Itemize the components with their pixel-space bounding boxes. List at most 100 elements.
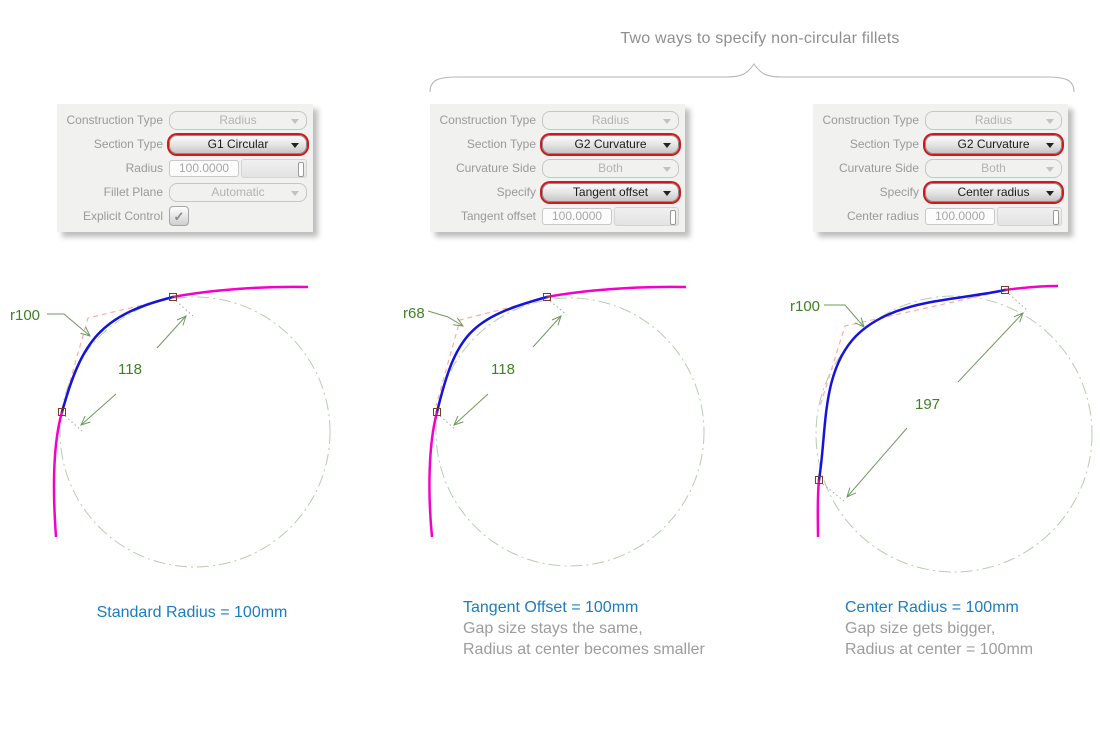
dialog-row: Explicit Control ✓ (63, 204, 307, 228)
caption-line: Radius at center = 100mm (845, 641, 1034, 658)
specify-dropdown[interactable]: Center radius (925, 182, 1062, 202)
field-label: Curvature Side (838, 161, 919, 175)
diagram-standard-radius: r100 118 (10, 285, 331, 568)
section-type-dropdown[interactable]: G2 Curvature (542, 134, 679, 154)
radius-leader-arrow (47, 313, 91, 337)
diagram-tangent-offset: r68 118 (403, 285, 705, 567)
section-type-dropdown[interactable]: G1 Circular (169, 134, 307, 154)
gap-leader-dots (439, 300, 568, 431)
chevron-down-icon (1046, 118, 1054, 124)
gap-leader-dots (822, 293, 1029, 502)
dialog-row: Center radius 100.0000 (819, 204, 1062, 228)
specify-dropdown[interactable]: Tangent offset (542, 182, 679, 202)
chevron-down-icon (291, 118, 299, 124)
gap-dimension-arrows (453, 315, 562, 426)
page-title: Two ways to specify non-circular fillets (620, 30, 900, 47)
caption-heading: Tangent Offset = 100mm (463, 599, 639, 616)
construction-circle (435, 297, 705, 567)
gap-label: 197 (915, 396, 940, 413)
chevron-down-icon (663, 190, 671, 196)
field-label: Section Type (93, 137, 163, 151)
fillet-dialog-center-radius: Construction Type Radius Section Type G2… (813, 104, 1068, 232)
gap-dimension-arrows (80, 315, 187, 426)
radius-input[interactable]: 100.0000 (169, 159, 239, 177)
field-label: Fillet Plane (103, 185, 163, 199)
field-label: Construction Type (66, 113, 164, 127)
gap-dimension-arrows (846, 312, 1024, 498)
edge-curve-side (52, 411, 64, 538)
slider-handle[interactable] (298, 161, 304, 177)
dialog-row: Radius 100.0000 (63, 156, 307, 180)
radius-leader-arrow (427, 310, 465, 327)
chevron-down-icon (663, 118, 671, 124)
caption-line: Gap size stays the same, (463, 620, 643, 637)
explicit-control-checkbox[interactable]: ✓ (169, 206, 189, 226)
center-radius-input[interactable]: 100.0000 (925, 207, 995, 225)
gap-label: 118 (118, 361, 142, 378)
radius-label: r68 (403, 305, 425, 322)
field-label: Radius (125, 161, 163, 175)
radius-label: r100 (790, 298, 820, 315)
field-label: Specify (496, 185, 536, 199)
field-label: Specify (879, 185, 919, 199)
chevron-down-icon (1046, 142, 1054, 148)
tangent-offset-slider[interactable] (614, 206, 679, 226)
endpoint-marker (815, 286, 1009, 484)
caption-standard: Standard Radius = 100mm (10, 602, 374, 623)
curvature-side-dropdown[interactable]: Both (542, 158, 679, 178)
construction-circle (59, 296, 331, 568)
field-label: Construction Type (822, 113, 920, 127)
caption-heading: Standard Radius = 100mm (96, 604, 288, 621)
fillet-curve (435, 295, 548, 413)
caption-tangent-offset: Tangent Offset = 100mm Gap size stays th… (463, 597, 705, 660)
dialog-row: Construction Type Radius (436, 108, 679, 132)
caption-line: Radius at center becomes smaller (463, 641, 705, 658)
center-radius-slider[interactable] (997, 206, 1062, 226)
chevron-down-icon (1046, 166, 1054, 172)
edge-curve-top (172, 285, 309, 299)
chevron-down-icon (1046, 190, 1054, 196)
construction-type-dropdown[interactable]: Radius (542, 110, 679, 130)
slider-handle[interactable] (1053, 209, 1059, 225)
dialog-row: Tangent offset 100.0000 (436, 204, 679, 228)
brace-graphic (429, 63, 1075, 93)
chevron-down-icon (291, 190, 299, 196)
endpoint-marker (433, 293, 551, 416)
fillet-plane-dropdown[interactable]: Automatic (169, 182, 307, 202)
field-label: Construction Type (439, 113, 537, 127)
check-icon: ✓ (173, 208, 185, 224)
section-type-dropdown[interactable]: G2 Curvature (925, 134, 1062, 154)
caption-line: Gap size gets bigger, (845, 620, 996, 637)
field-label: Section Type (466, 137, 536, 151)
dialog-row: Section Type G1 Circular (63, 132, 307, 156)
dialog-row: Section Type G2 Curvature (819, 132, 1062, 156)
tangent-offset-input[interactable]: 100.0000 (542, 207, 612, 225)
dialog-row: Construction Type Radius (63, 108, 307, 132)
dialog-row: Curvature Side Both (436, 156, 679, 180)
fillet-dialog-tangent-offset: Construction Type Radius Section Type G2… (430, 104, 685, 232)
original-corner-dashed (62, 298, 169, 407)
diagram-center-radius: r100 197 (790, 284, 1093, 573)
construction-type-dropdown[interactable]: Radius (169, 110, 307, 130)
caption-heading: Center Radius = 100mm (845, 599, 1019, 616)
dialog-row: Section Type G2 Curvature (436, 132, 679, 156)
slider-handle[interactable] (670, 209, 676, 225)
gap-label: 118 (491, 361, 515, 378)
edge-curve-side (428, 411, 439, 538)
radius-leader-arrow (824, 304, 865, 328)
dialog-row: Specify Center radius (819, 180, 1062, 204)
chevron-down-icon (663, 142, 671, 148)
construction-type-dropdown[interactable]: Radius (925, 110, 1062, 130)
construction-circle (815, 295, 1093, 573)
chevron-down-icon (291, 142, 299, 148)
fillet-curve (60, 295, 174, 413)
field-label: Section Type (849, 137, 919, 151)
edge-curve-side (816, 479, 821, 538)
fillet-dialog-standard: Construction Type Radius Section Type G1… (57, 104, 313, 232)
field-label: Explicit Control (82, 209, 163, 223)
chevron-down-icon (663, 166, 671, 172)
radius-slider[interactable] (241, 158, 307, 178)
field-label: Center radius (846, 209, 919, 223)
curvature-side-dropdown[interactable]: Both (925, 158, 1062, 178)
